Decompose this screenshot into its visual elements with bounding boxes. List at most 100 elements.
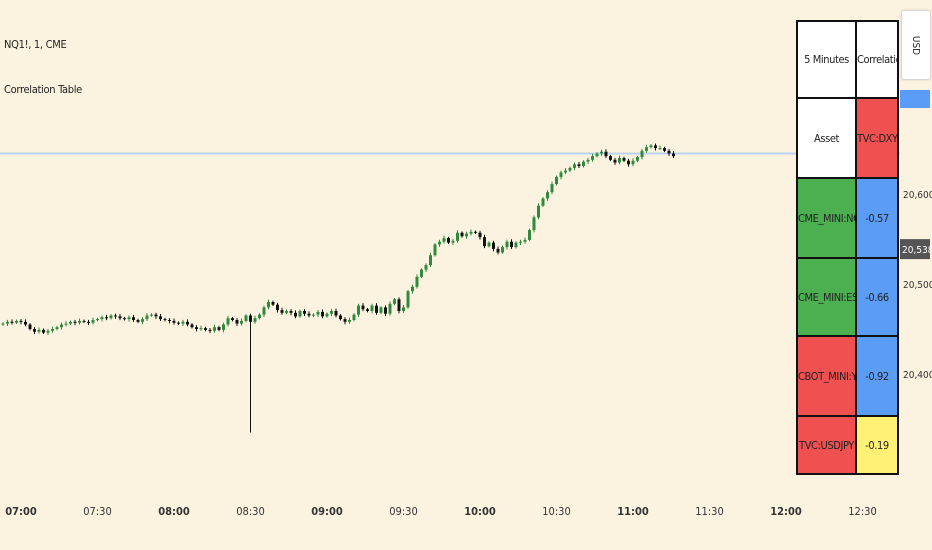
candle — [627, 160, 630, 165]
candle — [1, 323, 5, 325]
candle — [361, 305, 365, 310]
candle — [658, 148, 662, 150]
x-tick-label: 09:30 — [389, 505, 418, 518]
candle — [667, 150, 671, 154]
candle — [546, 192, 549, 199]
candle — [96, 319, 99, 321]
candle — [87, 321, 90, 323]
candle — [636, 157, 639, 161]
candle — [226, 318, 230, 325]
candle — [573, 164, 576, 168]
candle — [100, 317, 104, 320]
candle — [145, 315, 149, 320]
candle — [181, 321, 185, 324]
candle — [118, 316, 122, 319]
candle — [555, 176, 558, 185]
correlation-cell: -0.57 — [855, 177, 899, 259]
candle — [465, 233, 468, 237]
candle — [672, 153, 675, 157]
blue-price-tag — [900, 90, 930, 108]
candle — [451, 240, 455, 243]
candle — [190, 324, 194, 328]
candle — [73, 321, 77, 323]
candle — [195, 327, 198, 329]
candle — [6, 321, 9, 324]
currency-label: USD — [910, 35, 922, 55]
candle — [51, 329, 54, 331]
candle — [42, 329, 45, 333]
candle — [325, 313, 329, 317]
candle — [199, 328, 203, 330]
candle — [586, 159, 590, 162]
candle — [375, 305, 378, 313]
x-tick-label: 12:30 — [848, 505, 877, 518]
candle — [532, 217, 536, 230]
candle — [591, 156, 594, 160]
candle — [505, 241, 509, 248]
asset-cell: Asset — [796, 97, 857, 179]
candle — [159, 316, 162, 320]
candle — [469, 231, 473, 234]
candle — [424, 265, 428, 270]
candle — [307, 313, 311, 316]
candle — [609, 156, 612, 160]
candle — [366, 309, 369, 311]
candle — [379, 307, 383, 313]
candle — [163, 319, 167, 321]
asset-cell: TVC:USDJPY — [796, 415, 857, 475]
candle — [15, 320, 18, 323]
candle — [438, 241, 441, 245]
candle — [78, 320, 81, 323]
candle — [577, 164, 581, 167]
correlation-table: 5 MinutesCorrelationAssetTVC:DXYCME_MINI… — [796, 20, 899, 475]
table-header-row: 5 MinutesCorrelation — [796, 20, 899, 99]
x-tick-label: 08:30 — [236, 505, 265, 518]
candle — [352, 314, 356, 320]
candle — [447, 238, 450, 243]
candle — [105, 317, 108, 319]
candle — [582, 161, 585, 167]
candle — [595, 153, 599, 157]
correlation-cell: -0.92 — [855, 335, 899, 417]
candle — [357, 305, 360, 315]
candle — [10, 321, 14, 323]
candle — [64, 323, 68, 325]
candle — [397, 299, 401, 311]
candle — [276, 304, 279, 311]
candle — [523, 239, 527, 242]
candle — [420, 269, 423, 277]
x-tick-label: 07:30 — [83, 505, 112, 518]
candle — [649, 145, 653, 148]
candle — [604, 151, 608, 157]
y-tick-label: 20,600.00 — [903, 190, 932, 201]
x-tick-label: 11:30 — [695, 505, 724, 518]
correlation-cell: TVC:DXY — [855, 97, 899, 179]
candle — [235, 320, 239, 324]
currency-button[interactable]: USD — [901, 10, 931, 80]
candle — [568, 167, 572, 171]
candle — [204, 328, 207, 330]
candle — [339, 315, 342, 320]
candle — [640, 150, 644, 158]
candle — [258, 314, 261, 319]
candle — [253, 318, 257, 322]
candle — [492, 242, 495, 249]
asset-cell: CME_MINI:NQ1! — [796, 177, 857, 259]
candle — [316, 311, 320, 315]
table-row: CME_MINI:NQ1!-0.57 — [796, 177, 899, 259]
correlation-header: Correlation — [855, 20, 899, 99]
candle — [222, 324, 225, 330]
candle — [231, 318, 234, 320]
candle — [541, 198, 545, 206]
candle — [46, 330, 50, 333]
x-tick-label: 07:00 — [5, 505, 37, 518]
candle — [487, 242, 491, 247]
candle — [564, 170, 567, 173]
candle — [24, 321, 27, 325]
candle — [478, 232, 482, 238]
candle — [631, 160, 635, 165]
candle — [28, 324, 32, 329]
symbol-title: NQ1!, 1, CME — [4, 38, 67, 51]
candle — [208, 329, 212, 331]
